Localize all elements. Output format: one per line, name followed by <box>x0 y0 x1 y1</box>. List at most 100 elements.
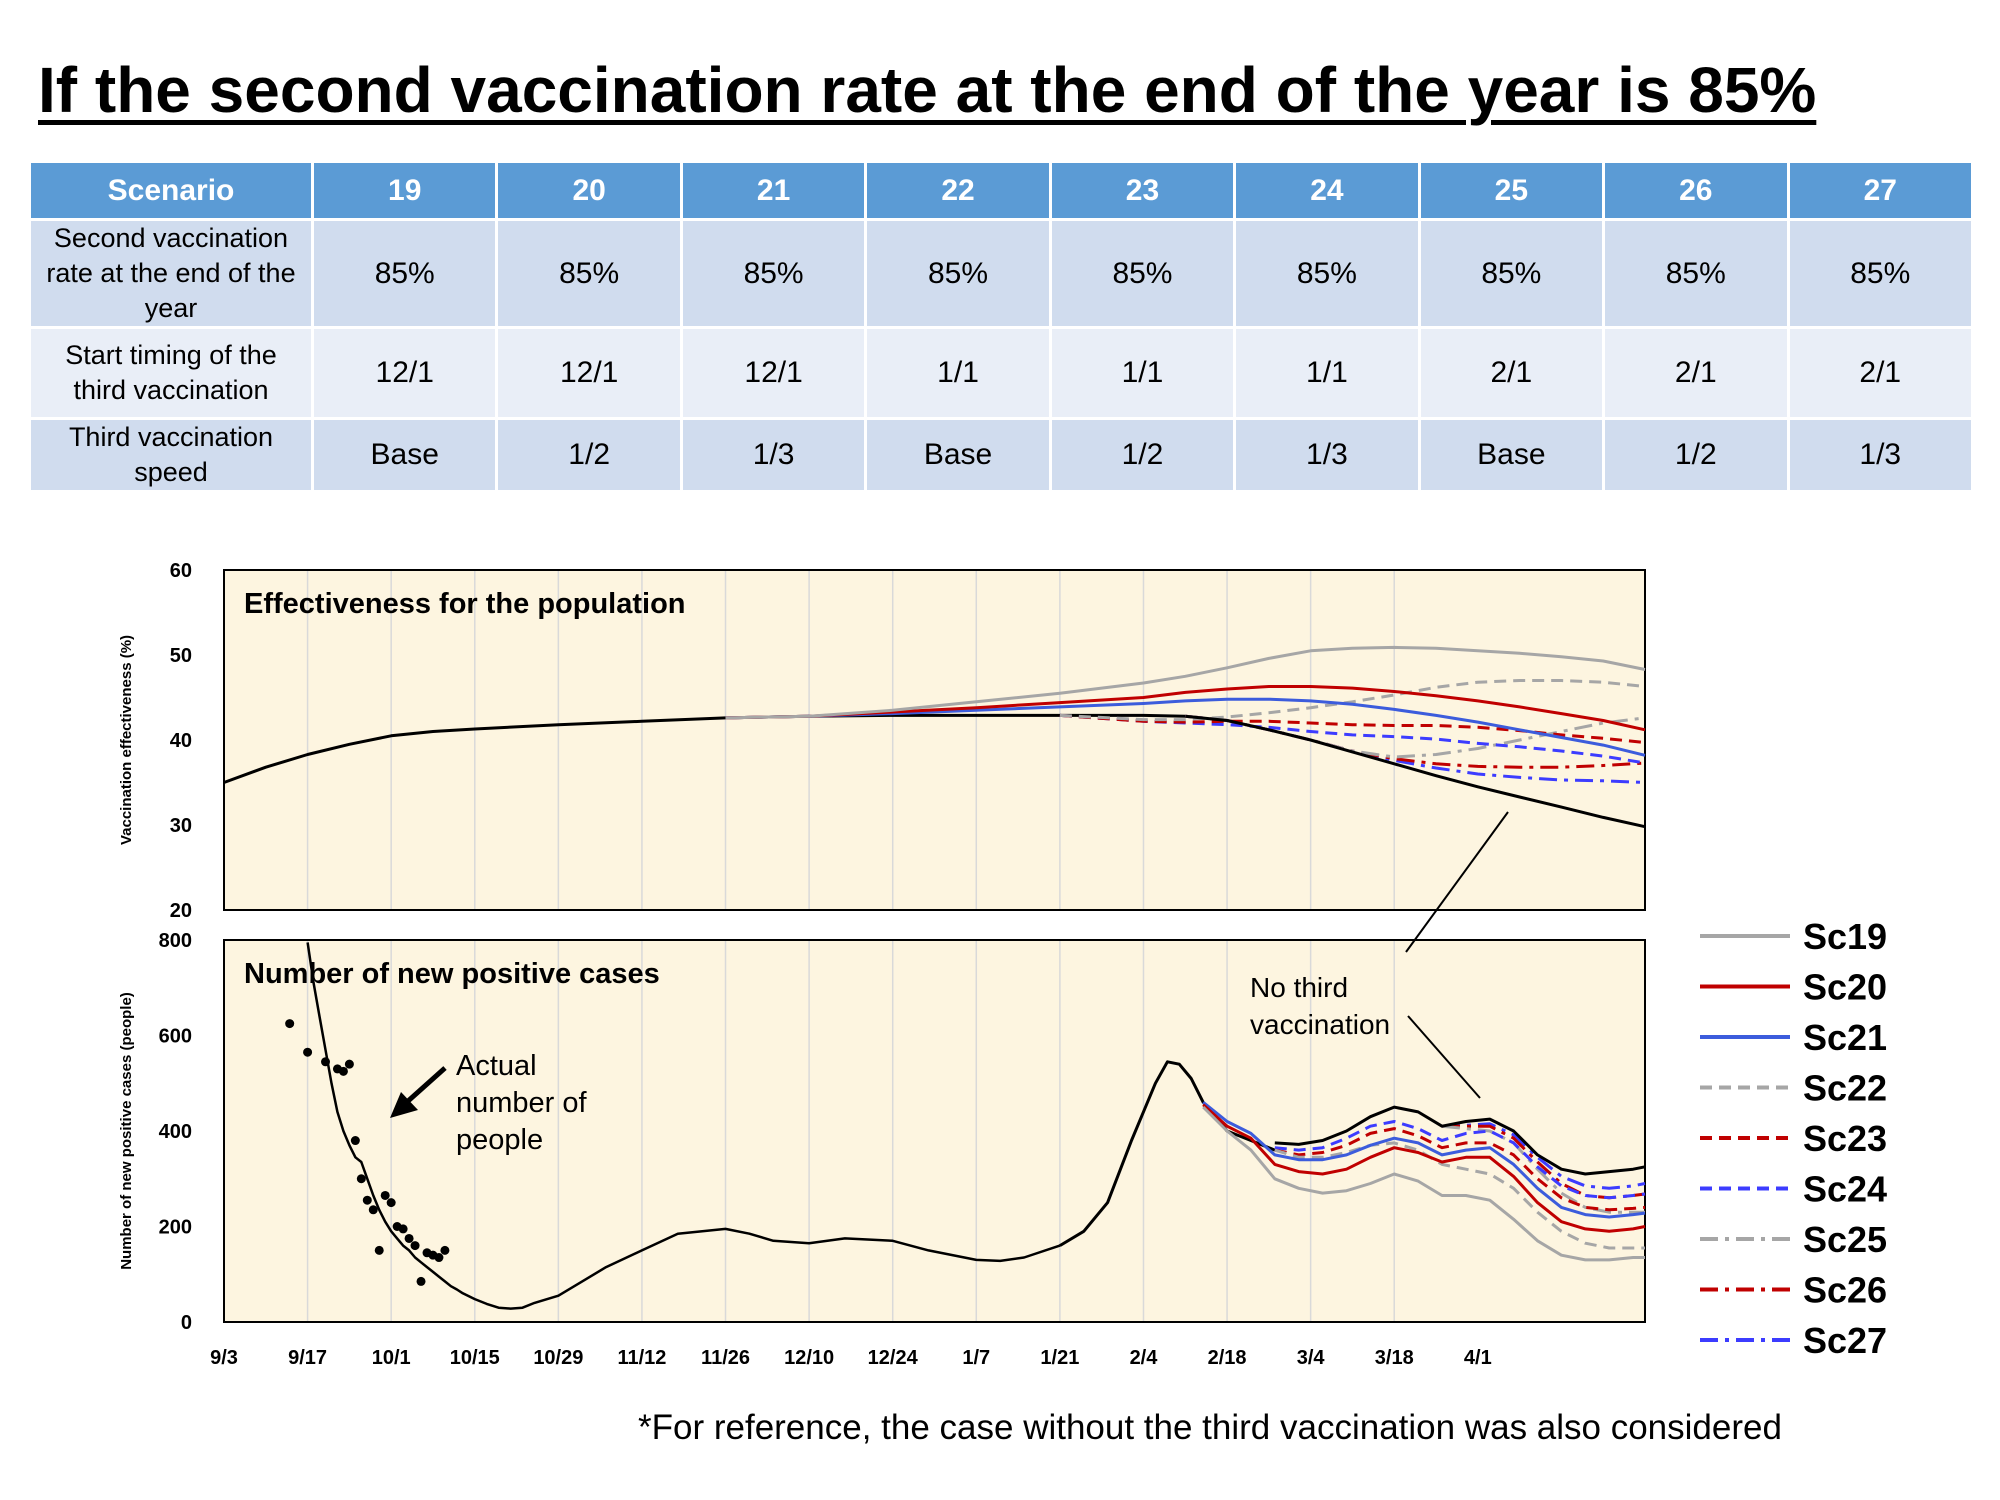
table-cell: 85% <box>682 221 865 327</box>
table-cell: 1/2 <box>498 420 680 491</box>
series-line-sc24 <box>1274 1120 1646 1200</box>
y-tick-label: 30 <box>170 815 192 837</box>
plot-area <box>224 940 1645 1322</box>
table-cell: 2/1 <box>1605 329 1787 418</box>
table-cell: 85% <box>1051 221 1234 327</box>
actual-data-point <box>344 1059 354 1069</box>
series-line-sc19 <box>1202 1106 1645 1262</box>
series-line-sc22 <box>1059 679 1646 722</box>
actual-data-point <box>380 1190 390 1200</box>
annotation-no-third: No third <box>1250 972 1348 1003</box>
row-label: Start timing of the third vaccination <box>31 329 311 418</box>
annotation-actual: people <box>456 1124 543 1156</box>
series-line-sc21 <box>725 697 1646 757</box>
callout-line <box>1407 1015 1481 1099</box>
y-axis-label: Vaccination effectiveness (%) <box>118 635 135 845</box>
actual-data-point <box>338 1066 348 1076</box>
actual-data-point <box>368 1205 378 1215</box>
panel-title: Effectiveness for the population <box>244 588 686 620</box>
arrow-head <box>390 1092 418 1118</box>
table-cell: 1/3 <box>1789 420 1971 491</box>
table-cell: 12/1 <box>314 329 496 418</box>
footnote: *For reference, the case without the thi… <box>638 1408 1782 1447</box>
series-line-common <box>223 713 1186 784</box>
series-line-sc21 <box>1202 1101 1646 1219</box>
table-header-cell: 20 <box>498 163 680 218</box>
actual-data-point <box>404 1233 414 1243</box>
y-tick-label: 40 <box>170 730 192 752</box>
table-row: Second vaccination rate at the end of th… <box>31 221 1971 327</box>
legend-label: Sc27 <box>1803 1320 1887 1361</box>
table-cell: 1/1 <box>867 329 1049 418</box>
series-line-no-third-vaccination <box>1185 714 1646 829</box>
table-cell: 2/1 <box>1789 329 1971 418</box>
panel-title: Number of new positive cases <box>244 958 660 990</box>
actual-data-point <box>416 1276 426 1286</box>
x-tick-label: 4/1 <box>1464 1347 1492 1369</box>
table-cell: Base <box>314 420 496 491</box>
legend-label: Sc21 <box>1803 1017 1887 1058</box>
table-cell: 1/2 <box>1605 420 1787 491</box>
table-row: Third vaccination speed Base 1/2 1/3 Bas… <box>31 420 1971 491</box>
table-header-cell: 27 <box>1789 163 1971 218</box>
table-cell: 85% <box>314 221 496 327</box>
y-tick-label: 20 <box>170 900 192 922</box>
x-tick-label: 1/7 <box>962 1347 990 1369</box>
scenario-table: Scenario 19 20 21 22 23 24 25 26 27 Seco… <box>28 160 1974 493</box>
actual-data-point <box>285 1019 295 1029</box>
table-cell: Base <box>867 420 1049 491</box>
table-cell: 85% <box>1605 221 1787 327</box>
callout-line <box>1405 811 1509 953</box>
table-cell: 85% <box>1236 221 1418 327</box>
table-header-cell: Scenario <box>31 163 311 218</box>
plot-frame <box>223 939 1646 1323</box>
x-tick-label: 10/29 <box>533 1347 583 1369</box>
series-line-sc24 <box>1059 713 1646 765</box>
x-tick-label: 1/21 <box>1040 1347 1079 1369</box>
table-header-cell: 25 <box>1420 163 1603 218</box>
table-cell: 12/1 <box>682 329 865 418</box>
x-tick-label: 3/4 <box>1297 1347 1326 1369</box>
table-header-cell: 24 <box>1236 163 1418 218</box>
table-cell: 85% <box>1420 221 1603 327</box>
table-cell: 1/1 <box>1236 329 1418 418</box>
row-label: Third vaccination speed <box>31 420 311 491</box>
series-line-sc26 <box>1442 1124 1646 1200</box>
row-label: Second vaccination rate at the end of th… <box>31 221 311 327</box>
table-cell: 85% <box>498 221 680 327</box>
table-header-cell: 23 <box>1051 163 1234 218</box>
series-line-sc20 <box>1202 1103 1646 1233</box>
table-header-cell: 22 <box>867 163 1049 218</box>
x-tick-label: 10/15 <box>450 1347 500 1369</box>
table-cell: Base <box>1420 420 1603 491</box>
actual-data-point <box>434 1253 444 1263</box>
annotation-no-third: vaccination <box>1250 1009 1390 1040</box>
plot-area <box>224 570 1645 910</box>
x-tick-label: 3/18 <box>1375 1347 1414 1369</box>
actual-data-point <box>321 1057 330 1067</box>
y-tick-label: 50 <box>170 645 192 667</box>
table-cell: 1/1 <box>1051 329 1234 418</box>
legend-label: Sc19 <box>1803 916 1887 957</box>
actual-data-point <box>362 1195 372 1205</box>
series-line-sc22 <box>1274 1141 1645 1250</box>
x-tick-label: 10/1 <box>372 1347 411 1369</box>
table-cell: 1/3 <box>1236 420 1418 491</box>
series-line-model <box>306 942 1061 1310</box>
legend-label: Sc25 <box>1803 1219 1887 1260</box>
table-cell: 85% <box>867 221 1049 327</box>
actual-data-point <box>398 1224 408 1234</box>
legend-label: Sc23 <box>1803 1118 1887 1159</box>
x-tick-label: 2/4 <box>1130 1347 1159 1369</box>
y-tick-label: 800 <box>159 930 192 952</box>
table-header-cell: 26 <box>1605 163 1787 218</box>
x-tick-label: 11/12 <box>617 1347 666 1369</box>
actual-data-point <box>410 1241 420 1251</box>
table-cell: 1/3 <box>682 420 865 491</box>
table-header-cell: 19 <box>314 163 496 218</box>
y-tick-label: 0 <box>181 1312 192 1334</box>
table-row: Start timing of the third vaccination 12… <box>31 329 1971 418</box>
x-tick-label: 9/17 <box>288 1347 327 1369</box>
series-line-no-third-vaccination <box>1274 1105 1646 1176</box>
